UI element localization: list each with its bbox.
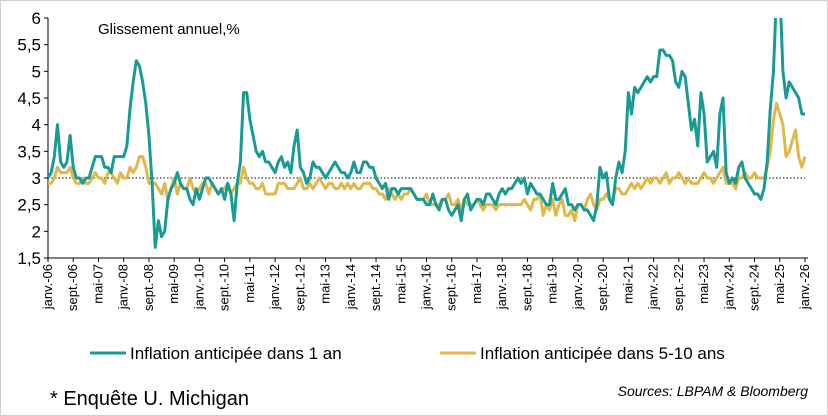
x-tick-label: janv.-16	[419, 264, 434, 310]
x-tick-label: janv.-14	[343, 264, 358, 310]
legend-label: Inflation anticipée dans 1 an	[130, 344, 342, 363]
x-tick-label: sept.-12	[292, 264, 307, 311]
x-tick-label: mai-25	[772, 264, 787, 304]
series-line	[48, 18, 805, 249]
y-tick-label: 6	[32, 9, 41, 28]
x-tick-label: mai-17	[469, 264, 484, 304]
legend-label: Inflation anticipée dans 5-10 ans	[480, 344, 725, 363]
y-tick-label: 5	[32, 62, 41, 81]
source: Sources: LBPAM & Bloomberg	[618, 383, 809, 399]
plot-area	[48, 18, 807, 249]
x-tick-label: sept.-10	[217, 264, 232, 311]
x-tick-label: janv.-26	[797, 264, 812, 310]
x-tick-label: sept.-08	[141, 264, 156, 311]
x-tick-label: mai-19	[545, 264, 560, 304]
y-tick-label: 4	[32, 116, 41, 135]
y-tick-label: 4,5	[17, 89, 41, 108]
x-tick-label: sept.-14	[368, 264, 383, 311]
x-tick-label: sept.-20	[595, 264, 610, 311]
x-tick-label: janv.-10	[191, 264, 206, 310]
x-tick-label: mai-09	[166, 264, 181, 304]
x-tick-label: sept.-06	[65, 264, 80, 311]
x-tick-label: janv.-22	[646, 264, 661, 310]
x-tick-label: mai-07	[90, 264, 105, 304]
x-tick-label: janv.-12	[267, 264, 282, 310]
x-tick-label: mai-23	[696, 264, 711, 304]
x-tick-label: janv.-24	[721, 264, 736, 310]
y-tick-label: 2	[32, 222, 41, 241]
y-tick-label: 3,5	[17, 142, 41, 161]
footnote: * Enquête U. Michigan	[50, 388, 249, 410]
x-tick-label: sept.-18	[519, 264, 534, 311]
x-tick-label: sept.-16	[444, 264, 459, 311]
y-tick-label: 2,5	[17, 196, 41, 215]
x-tick-label: mai-21	[620, 264, 635, 304]
x-tick-label: sept.-24	[747, 264, 762, 311]
x-tick-label: janv.-20	[570, 264, 585, 310]
series-line	[48, 101, 807, 223]
x-tick-label: mai-11	[242, 264, 257, 303]
x-tick-label: mai-13	[318, 264, 333, 304]
x-tick-label: janv.-06	[40, 264, 55, 310]
x-tick-label: janv.-08	[116, 264, 131, 310]
x-tick-label: mai-15	[393, 264, 408, 304]
x-tick-label: sept.-22	[671, 264, 686, 311]
y-tick-label: 5,5	[17, 36, 41, 55]
chart-title: Glissement annuel,%	[98, 21, 240, 38]
y-tick-label: 3	[32, 169, 41, 188]
y-tick-label: 1,5	[17, 249, 41, 268]
x-tick-label: janv.-18	[494, 264, 509, 310]
